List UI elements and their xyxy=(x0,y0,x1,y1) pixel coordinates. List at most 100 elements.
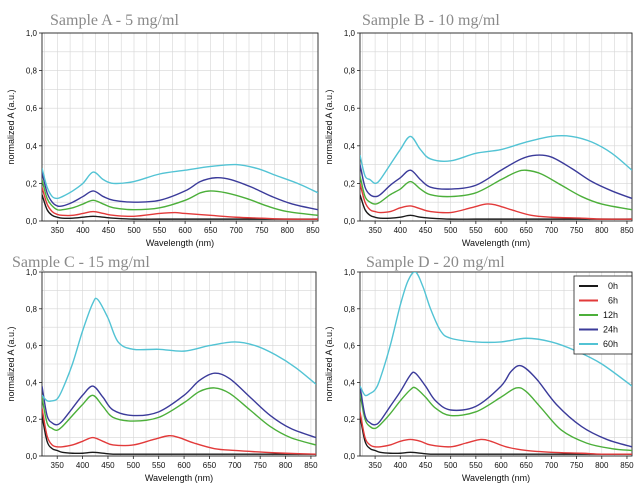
x-tick-label: 600 xyxy=(178,226,192,235)
x-tick-label: 700 xyxy=(230,226,244,235)
x-tick-label: 350 xyxy=(368,226,382,235)
chart-title: Sample D - 20 mg/ml xyxy=(366,254,505,271)
x-tick-label: 500 xyxy=(444,461,458,470)
plot-frame xyxy=(41,32,319,222)
x-tick-label: 750 xyxy=(570,226,584,235)
x-axis-label: Wavelength (nm) xyxy=(462,473,530,483)
series-line-0h xyxy=(360,194,632,220)
series-line-24h xyxy=(42,171,318,211)
series-line-12h xyxy=(42,179,318,217)
x-tick-label: 450 xyxy=(419,226,433,235)
legend-label-12h: 12h xyxy=(603,310,618,320)
x-tick-label: 350 xyxy=(368,461,382,470)
x-axis-label: Wavelength (nm) xyxy=(146,238,214,248)
y-tick-label: 0,8 xyxy=(344,305,356,314)
x-tick-label: 650 xyxy=(520,226,534,235)
x-tick-label: 350 xyxy=(51,461,65,470)
x-tick-label: 850 xyxy=(620,461,634,470)
series-line-12h xyxy=(360,386,632,452)
x-tick-label: 800 xyxy=(595,461,609,470)
plot-frame xyxy=(359,271,633,457)
series-line-6h xyxy=(42,408,316,455)
y-tick-label: 1,0 xyxy=(344,29,356,38)
x-tick-label: 450 xyxy=(419,461,433,470)
y-tick-label: 0,6 xyxy=(344,104,356,113)
x-tick-label: 800 xyxy=(281,226,295,235)
series-line-0h xyxy=(42,415,316,455)
y-tick-label: 0,2 xyxy=(26,179,38,188)
y-tick-label: 0,4 xyxy=(344,142,356,151)
y-axis-label: normalized A (a.u.) xyxy=(324,326,334,401)
x-tick-label: 500 xyxy=(127,461,141,470)
x-tick-label: 600 xyxy=(494,461,508,470)
x-tick-label: 850 xyxy=(306,226,320,235)
x-tick-label: 550 xyxy=(469,461,483,470)
legend-label-6h: 6h xyxy=(608,296,618,306)
y-tick-label: 0,0 xyxy=(344,217,356,226)
y-tick-label: 0,6 xyxy=(26,342,38,351)
y-tick-label: 0,2 xyxy=(26,415,38,424)
x-tick-label: 800 xyxy=(595,226,609,235)
x-tick-label: 400 xyxy=(76,226,90,235)
plot-frame xyxy=(41,271,317,457)
x-tick-label: 850 xyxy=(304,461,318,470)
y-tick-label: 0,4 xyxy=(344,378,356,387)
x-tick-label: 700 xyxy=(545,461,559,470)
y-tick-label: 1,0 xyxy=(26,29,38,38)
chart-panel-1: 350 400 450 500 550 600 650 700 750 800 850 0,0 0,2 0… xyxy=(6,12,320,248)
x-tick-label: 800 xyxy=(279,461,293,470)
x-tick-label: 550 xyxy=(153,226,167,235)
x-tick-label: 450 xyxy=(101,461,115,470)
series-line-0h xyxy=(360,415,632,455)
grid xyxy=(42,271,316,456)
x-tick-label: 350 xyxy=(51,226,65,235)
x-tick-label: 400 xyxy=(394,461,408,470)
chart-title: Sample B - 10 mg/ml xyxy=(362,12,500,29)
x-tick-label: 850 xyxy=(620,226,634,235)
x-tick-label: 400 xyxy=(76,461,90,470)
series-line-6h xyxy=(42,186,318,220)
series-line-60h xyxy=(360,272,632,397)
y-tick-label: 0,8 xyxy=(344,67,356,76)
series-line-6h xyxy=(360,411,632,455)
x-tick-label: 700 xyxy=(228,461,242,470)
y-tick-label: 0,6 xyxy=(26,104,38,113)
x-tick-label: 650 xyxy=(204,226,218,235)
series-line-60h xyxy=(42,297,316,402)
chart-panel-2: 350 400 450 500 550 600 650 700 750 800 850 0,0 0,2 0… xyxy=(324,12,634,248)
y-tick-label: 0,0 xyxy=(26,452,38,461)
x-tick-label: 650 xyxy=(203,461,217,470)
y-tick-label: 0,4 xyxy=(26,378,38,387)
y-axis-label: normalized A (a.u.) xyxy=(6,326,16,401)
plot-frame xyxy=(359,32,633,222)
x-tick-label: 750 xyxy=(254,461,268,470)
y-tick-label: 0,8 xyxy=(26,305,38,314)
legend-label-24h: 24h xyxy=(603,325,618,335)
x-tick-label: 550 xyxy=(152,461,166,470)
x-tick-label: 500 xyxy=(127,226,141,235)
x-tick-label: 500 xyxy=(444,226,458,235)
y-axis-label: normalized A (a.u.) xyxy=(6,89,16,164)
chart-panel-3: 350 400 450 500 550 600 650 700 750 800 850 0,0 0,2 0… xyxy=(6,254,318,483)
y-tick-label: 0,0 xyxy=(26,217,38,226)
x-tick-label: 600 xyxy=(494,226,508,235)
x-tick-label: 650 xyxy=(520,461,534,470)
series-line-60h xyxy=(360,134,632,185)
x-tick-label: 450 xyxy=(102,226,116,235)
y-tick-label: 0,2 xyxy=(344,415,356,424)
y-axis-label: normalized A (a.u.) xyxy=(324,89,334,164)
series-line-24h xyxy=(42,372,316,439)
series-line-6h xyxy=(360,183,632,220)
x-tick-label: 600 xyxy=(177,461,191,470)
y-tick-label: 0,8 xyxy=(26,67,38,76)
chart-title: Sample C - 15 mg/ml xyxy=(12,254,150,271)
x-tick-label: 750 xyxy=(570,461,584,470)
series-line-24h xyxy=(360,154,632,200)
grid xyxy=(42,32,318,221)
series-line-24h xyxy=(360,364,632,448)
legend: 0h 6h 12h 24h 60h xyxy=(573,275,633,355)
grid xyxy=(360,32,632,221)
series-line-12h xyxy=(360,169,632,211)
series-line-12h xyxy=(42,387,316,446)
